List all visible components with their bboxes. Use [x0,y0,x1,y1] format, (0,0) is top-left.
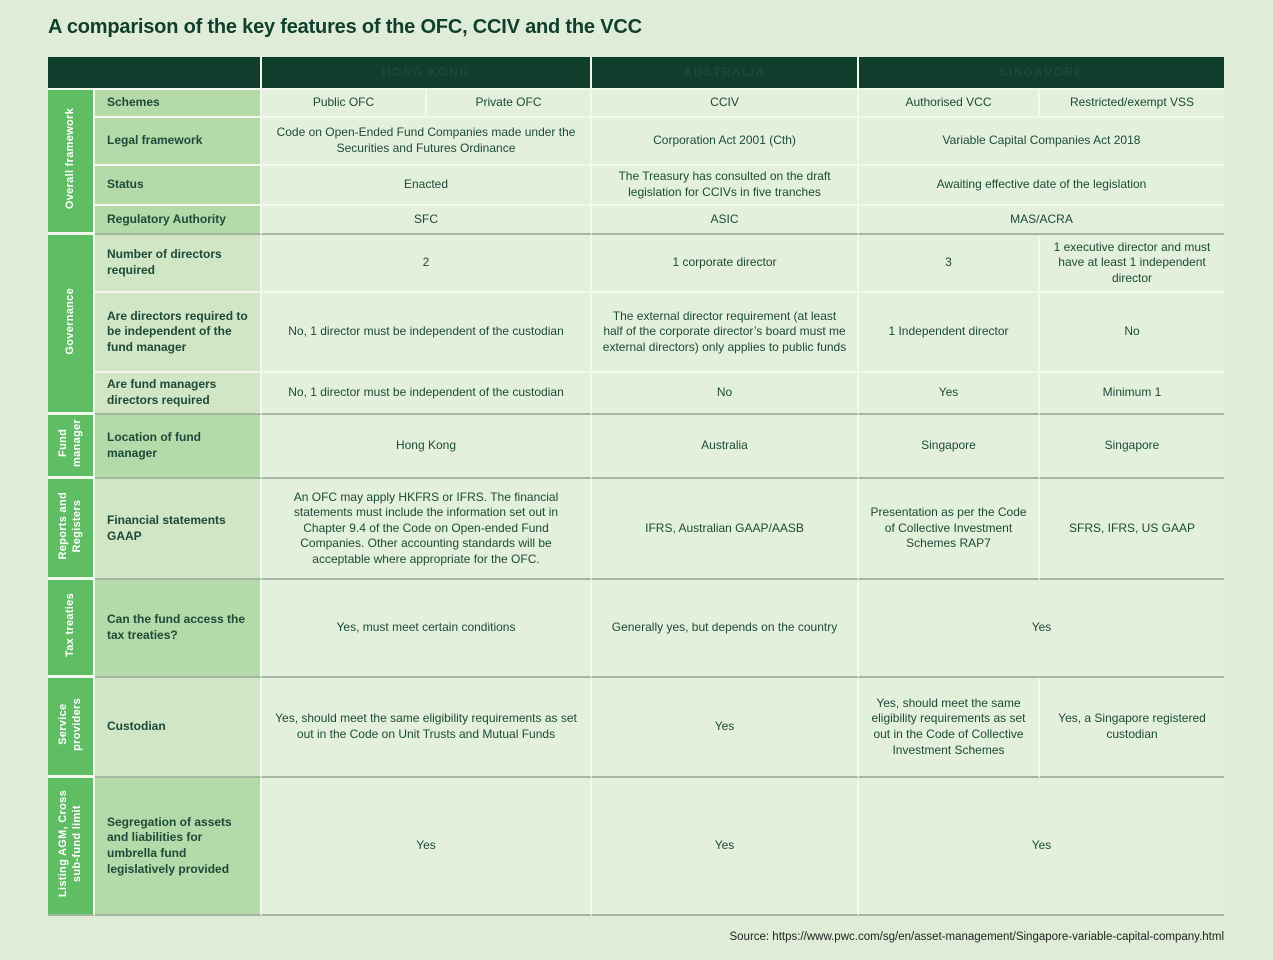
section-label-text: Governance [63,287,76,355]
cell-tax-treaties-singapore: Yes [859,580,1224,678]
row-label-regulatory-authority: Regulatory Authority [95,206,262,235]
cell-legal-framework-singapore: Variable Capital Companies Act 2018 [859,118,1224,166]
cell-num-directors-restricted-vss: 1 executive director and must have at le… [1040,235,1224,293]
section-label-text: Tax treaties [63,593,76,658]
header-spacer [48,57,262,90]
section-label-governance: Governance [48,235,95,415]
table-row: Regulatory Authority SFC ASIC MAS/ACRA [48,206,1224,235]
cell-location-authorised-vcc: Singapore [859,415,1040,479]
table-row: Are fund managers directors required No,… [48,373,1224,415]
row-label-status: Status [95,166,262,206]
cell-directors-independent-restricted-vss: No [1040,293,1224,373]
cell-regulatory-authority-australia: ASIC [592,206,859,235]
row-label-tax-treaties: Can the fund access the tax treaties? [95,580,262,678]
row-label-directors-independent: Are directors required to be independent… [95,293,262,373]
section-label-fund-manager: Fund manager [48,415,95,479]
cell-location-hk: Hong Kong [262,415,592,479]
table-row: Reports and Registers Financial statemen… [48,479,1224,580]
cell-segregation-hk: Yes [262,778,592,916]
cell-status-australia: The Treasury has consulted on the draft … [592,166,859,206]
cell-legal-framework-hk: Code on Open-Ended Fund Companies made u… [262,118,592,166]
row-label-fund-manager-directors: Are fund managers directors required [95,373,262,415]
row-label-legal-framework: Legal framework [95,118,262,166]
cell-segregation-australia: Yes [592,778,859,916]
cell-gaap-australia: IFRS, Australian GAAP/AASB [592,479,859,580]
header-row: HONG KONG AUSTRALIA SINGAPORE [48,57,1224,90]
cell-gaap-restricted-vss: SFRS, IFRS, US GAAP [1040,479,1224,580]
section-label-text: Service providers [56,697,83,751]
table-row: Are directors required to be independent… [48,293,1224,373]
cell-location-restricted-vss: Singapore [1040,415,1224,479]
cell-location-australia: Australia [592,415,859,479]
cell-status-hk: Enacted [262,166,592,206]
row-label-schemes: Schemes [95,90,262,118]
table-row: Overall framework Schemes Public OFC Pri… [48,90,1224,235]
page-title: A comparison of the key features of the … [48,16,642,38]
table-row: Tax treaties Can the fund access the tax… [48,580,1224,678]
column-header-singapore: SINGAPORE [859,57,1224,90]
table-row: Fund manager Location of fund manager Ho… [48,415,1224,479]
cell-schemes-public-ofc: Public OFC [262,90,427,118]
table-row: Legal framework Code on Open-Ended Fund … [48,118,1224,166]
table-row: Governance Number of directors required … [48,235,1224,415]
cell-tax-treaties-australia: Generally yes, but depends on the countr… [592,580,859,678]
section-label-text: Reports and Registers [56,491,83,560]
section-label-text: Overall framework [63,108,76,210]
cell-directors-independent-authorised-vcc: 1 Independent director [859,293,1040,373]
row-label-location: Location of fund manager [95,415,262,479]
cell-status-singapore: Awaiting effective date of the legislati… [859,166,1224,206]
cell-regulatory-authority-hk: SFC [262,206,592,235]
column-header-australia: AUSTRALIA [592,57,859,90]
cell-gaap-authorised-vcc: Presentation as per the Code of Collecti… [859,479,1040,580]
cell-fund-manager-directors-authorised-vcc: Yes [859,373,1040,415]
cell-num-directors-australia: 1 corporate director [592,235,859,293]
cell-num-directors-authorised-vcc: 3 [859,235,1040,293]
section-label-tax-treaties: Tax treaties [48,580,95,678]
cell-directors-independent-australia: The external director requirement (at le… [592,293,859,373]
cell-schemes-restricted-vss: Restricted/exempt VSS [1040,90,1224,118]
table-row: Service providers Custodian Yes, should … [48,678,1224,778]
section-label-reports-registers: Reports and Registers [48,479,95,580]
section-label-service-providers: Service providers [48,678,95,778]
cell-legal-framework-australia: Corporation Act 2001 (Cth) [592,118,859,166]
cell-custodian-restricted-vss: Yes, a Singapore registered custodian [1040,678,1224,778]
row-label-num-directors: Number of directors required [95,235,262,293]
row-label-segregation: Segregation of assets and liabilities fo… [95,778,262,916]
comparison-table: HONG KONG AUSTRALIA SINGAPORE Overall fr… [48,57,1224,916]
cell-schemes-private-ofc: Private OFC [427,90,592,118]
cell-custodian-australia: Yes [592,678,859,778]
cell-custodian-hk: Yes, should meet the same eligibility re… [262,678,592,778]
table-row: Status Enacted The Treasury has consulte… [48,166,1224,206]
row-label-gaap: Financial statements GAAP [95,479,262,580]
cell-tax-treaties-hk: Yes, must meet certain conditions [262,580,592,678]
cell-schemes-authorised-vcc: Authorised VCC [859,90,1040,118]
source-attribution: Source: https://www.pwc.com/sg/en/asset-… [729,931,1224,943]
cell-fund-manager-directors-australia: No [592,373,859,415]
cell-gaap-hk: An OFC may apply HKFRS or IFRS. The fina… [262,479,592,580]
section-label-text: Listing AGM, Cross sub-fund limit [56,790,83,898]
section-label-text: Fund manager [56,419,83,468]
section-label-listing: Listing AGM, Cross sub-fund limit [48,778,95,916]
cell-segregation-singapore: Yes [859,778,1224,916]
section-label-overall-framework: Overall framework [48,90,95,235]
table-row: Listing AGM, Cross sub-fund limit Segreg… [48,778,1224,916]
cell-fund-manager-directors-restricted-vss: Minimum 1 [1040,373,1224,415]
cell-regulatory-authority-singapore: MAS/ACRA [859,206,1224,235]
cell-custodian-authorised-vcc: Yes, should meet the same eligibility re… [859,678,1040,778]
cell-fund-manager-directors-hk: No, 1 director must be independent of th… [262,373,592,415]
column-header-hong-kong: HONG KONG [262,57,592,90]
cell-num-directors-hk: 2 [262,235,592,293]
row-label-custodian: Custodian [95,678,262,778]
cell-directors-independent-hk: No, 1 director must be independent of th… [262,293,592,373]
cell-schemes-australia: CCIV [592,90,859,118]
